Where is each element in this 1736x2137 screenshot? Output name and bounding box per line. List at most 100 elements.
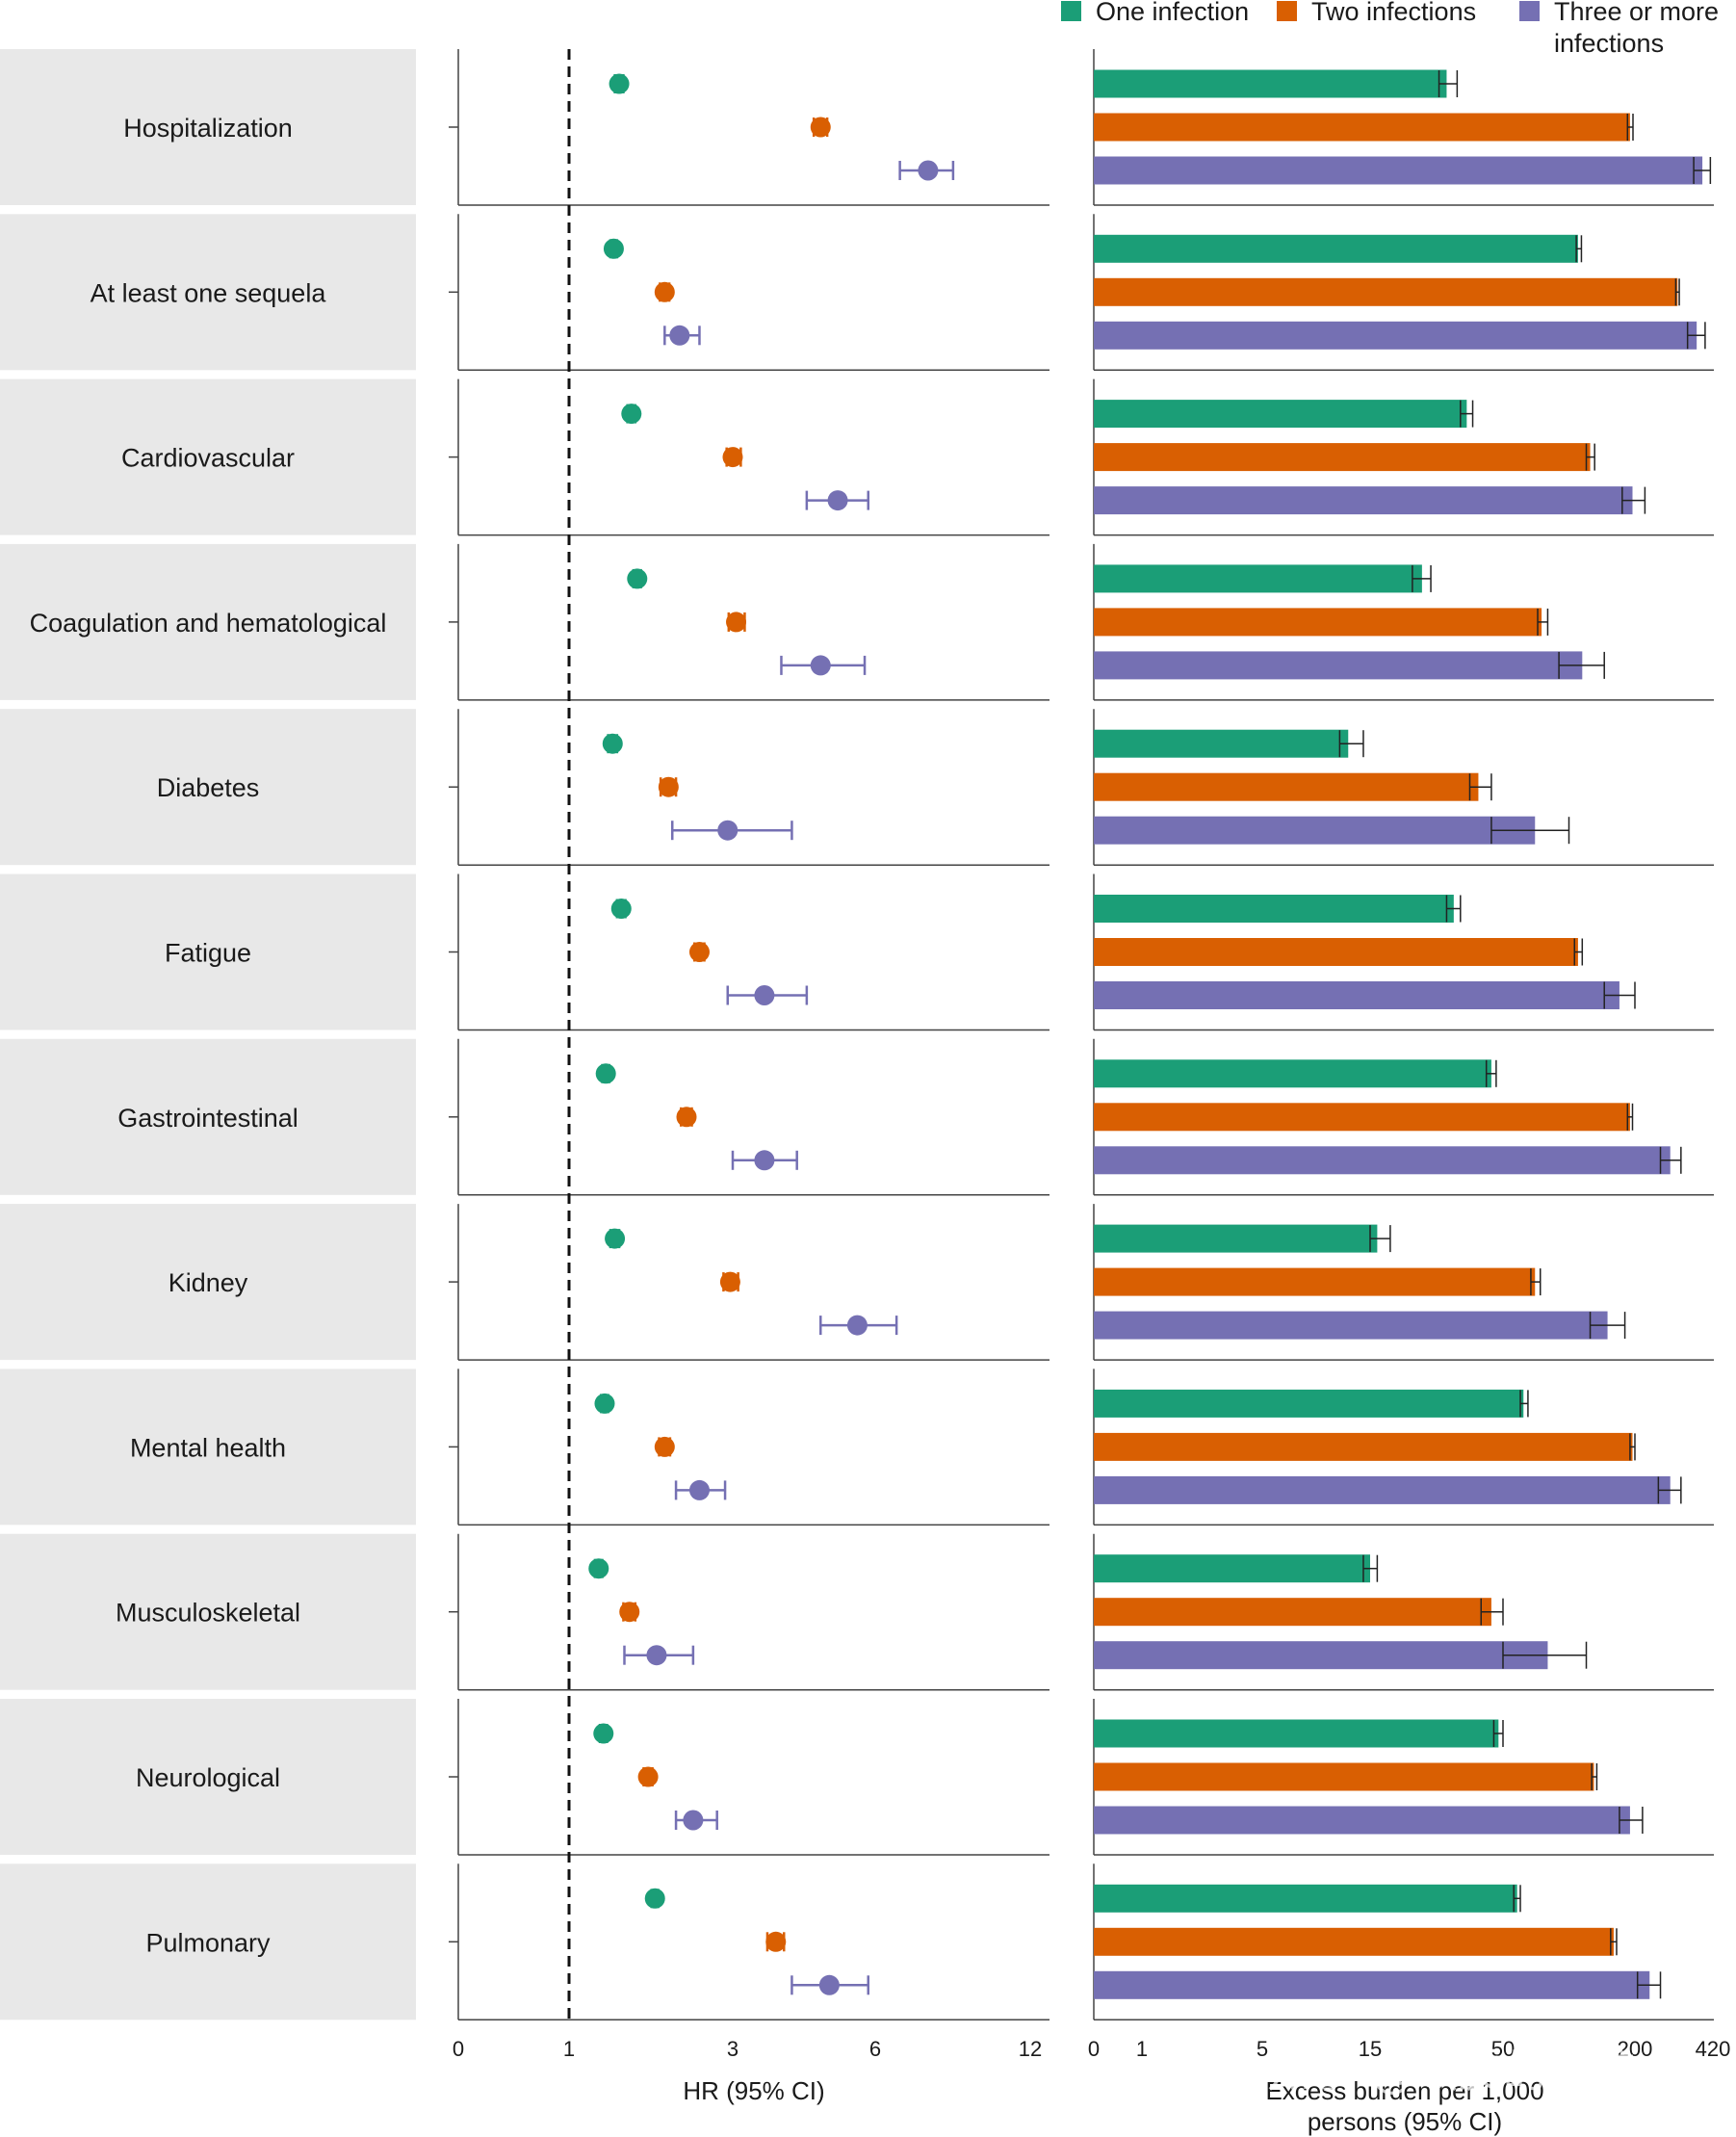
legend: One infection Two infections Three or more… bbox=[1061, 0, 1719, 58]
burden-bar bbox=[1094, 729, 1349, 758]
category-panel bbox=[0, 1204, 416, 1361]
hr-point bbox=[754, 1150, 775, 1171]
burden-bar bbox=[1094, 1884, 1517, 1913]
burden-bar bbox=[1094, 400, 1467, 429]
hr-point bbox=[595, 1063, 616, 1084]
category-label: Pulmonary bbox=[145, 1928, 271, 1957]
hr-tick-label: 12 bbox=[1019, 2037, 1042, 2061]
hr-point bbox=[918, 160, 939, 181]
hr-point bbox=[810, 655, 831, 676]
hr-point bbox=[726, 612, 747, 633]
hr-point bbox=[603, 238, 624, 259]
burden-bar bbox=[1094, 1475, 1671, 1504]
burden-bar bbox=[1094, 1389, 1524, 1418]
burden-bar bbox=[1094, 1641, 1548, 1670]
hr-point bbox=[717, 820, 738, 841]
legend-label-three: infections bbox=[1554, 29, 1664, 58]
category-label: Coagulation and hematological bbox=[30, 609, 387, 638]
hr-point bbox=[676, 1107, 697, 1128]
burden-bar bbox=[1094, 1554, 1370, 1583]
hr-axis-title: HR (95% CI) bbox=[683, 2076, 824, 2105]
category-panel bbox=[0, 1533, 416, 1690]
watermark: 知乎 @顽皮的虎鲸 bbox=[1267, 2046, 1636, 2098]
category-label: Cardiovascular bbox=[121, 444, 295, 473]
hr-tick-label: 1 bbox=[563, 2037, 575, 2061]
hr-point bbox=[765, 1931, 787, 1952]
burden-bar bbox=[1094, 564, 1422, 593]
hr-point bbox=[818, 1974, 840, 1995]
category-label: Musculoskeletal bbox=[116, 1599, 300, 1628]
burden-bar bbox=[1094, 113, 1630, 142]
hr-point bbox=[602, 733, 623, 754]
burden-bar bbox=[1094, 1719, 1499, 1748]
legend-swatch-one bbox=[1061, 1, 1081, 21]
category-label: Hospitalization bbox=[123, 114, 293, 143]
category-label: Mental health bbox=[130, 1433, 286, 1462]
category-panel bbox=[0, 709, 416, 866]
hr-point bbox=[754, 985, 775, 1005]
burden-bar bbox=[1094, 938, 1578, 966]
burden-bar bbox=[1094, 1806, 1630, 1835]
hr-point bbox=[594, 1393, 615, 1414]
legend-label-three: Three or more bbox=[1554, 0, 1719, 26]
legend-swatch-two bbox=[1277, 1, 1297, 21]
burden-bar bbox=[1094, 156, 1703, 185]
hr-point bbox=[609, 73, 630, 94]
hr-point bbox=[619, 1602, 640, 1623]
hr-point bbox=[637, 1766, 659, 1787]
legend-label-one: One infection bbox=[1096, 0, 1249, 26]
category-label: At least one sequela bbox=[91, 278, 327, 307]
hr-point bbox=[610, 899, 632, 919]
hr-tick-label: 6 bbox=[869, 2037, 881, 2061]
burden-bar bbox=[1094, 1311, 1608, 1340]
category-panel bbox=[0, 378, 416, 535]
burden-bar bbox=[1094, 608, 1542, 637]
burden-bar bbox=[1094, 1103, 1630, 1132]
category-panel bbox=[0, 1038, 416, 1195]
burden-bar bbox=[1094, 1267, 1536, 1296]
hr-point bbox=[588, 1558, 609, 1579]
category-label: Neurological bbox=[136, 1763, 280, 1792]
hr-tick-label: 0 bbox=[453, 2037, 464, 2061]
legend-label-two: Two infections bbox=[1311, 0, 1476, 26]
category-panel bbox=[0, 1863, 416, 2020]
burden-tick-label: 0 bbox=[1088, 2037, 1100, 2061]
category-panel bbox=[0, 543, 416, 700]
burden-axis-title: persons (95% CI) bbox=[1308, 2107, 1502, 2136]
burden-bar bbox=[1094, 443, 1591, 472]
burden-tick-label: 1 bbox=[1136, 2037, 1148, 2061]
burden-bar bbox=[1094, 1762, 1594, 1791]
hr-point bbox=[658, 776, 679, 797]
burden-tick-label: 15 bbox=[1359, 2037, 1382, 2061]
hr-point bbox=[621, 404, 642, 425]
burden-axis-title: Excess burden per 1,000 bbox=[1265, 2076, 1543, 2105]
burden-bar bbox=[1094, 1970, 1650, 1999]
burden-tick-label: 200 bbox=[1618, 2037, 1653, 2061]
hr-point bbox=[627, 568, 648, 589]
burden-bar bbox=[1094, 772, 1479, 801]
burden-tick-label: 5 bbox=[1257, 2037, 1268, 2061]
burden-bar bbox=[1094, 1059, 1491, 1088]
category-panel bbox=[0, 1368, 416, 1525]
burden-bar bbox=[1094, 277, 1678, 306]
category-panel bbox=[0, 873, 416, 1030]
burden-bar bbox=[1094, 69, 1447, 98]
hr-point bbox=[593, 1723, 614, 1744]
hr-point bbox=[719, 1271, 740, 1292]
hr-point bbox=[827, 490, 848, 511]
category-label: Fatigue bbox=[165, 939, 251, 968]
burden-bar bbox=[1094, 895, 1454, 923]
hr-point bbox=[722, 447, 743, 468]
burden-bar bbox=[1094, 321, 1697, 350]
legend-swatch-three bbox=[1519, 1, 1540, 21]
burden-bar bbox=[1094, 1432, 1633, 1461]
category-panel bbox=[0, 1699, 416, 1855]
hr-point bbox=[654, 281, 675, 302]
hr-point bbox=[683, 1810, 704, 1831]
category-label: Diabetes bbox=[157, 773, 260, 802]
hr-point bbox=[646, 1645, 667, 1666]
hr-point bbox=[654, 1436, 675, 1457]
burden-bar bbox=[1094, 981, 1619, 1009]
